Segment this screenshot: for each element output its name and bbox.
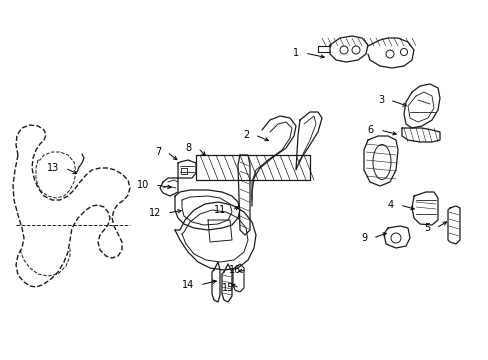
Text: 9: 9: [360, 233, 366, 243]
Text: 7: 7: [154, 147, 161, 157]
Text: 14: 14: [182, 280, 194, 290]
Text: 1: 1: [292, 48, 298, 58]
Text: 4: 4: [387, 200, 393, 210]
Text: 3: 3: [377, 95, 383, 105]
Text: 15: 15: [221, 283, 234, 293]
Text: 16: 16: [228, 265, 241, 275]
Text: 12: 12: [148, 208, 161, 218]
Text: 8: 8: [185, 143, 192, 153]
Text: 2: 2: [242, 130, 248, 140]
Text: 6: 6: [367, 125, 373, 135]
Text: 13: 13: [47, 163, 59, 173]
Text: 11: 11: [213, 205, 225, 215]
Text: 10: 10: [137, 180, 149, 190]
Text: 5: 5: [423, 223, 429, 233]
